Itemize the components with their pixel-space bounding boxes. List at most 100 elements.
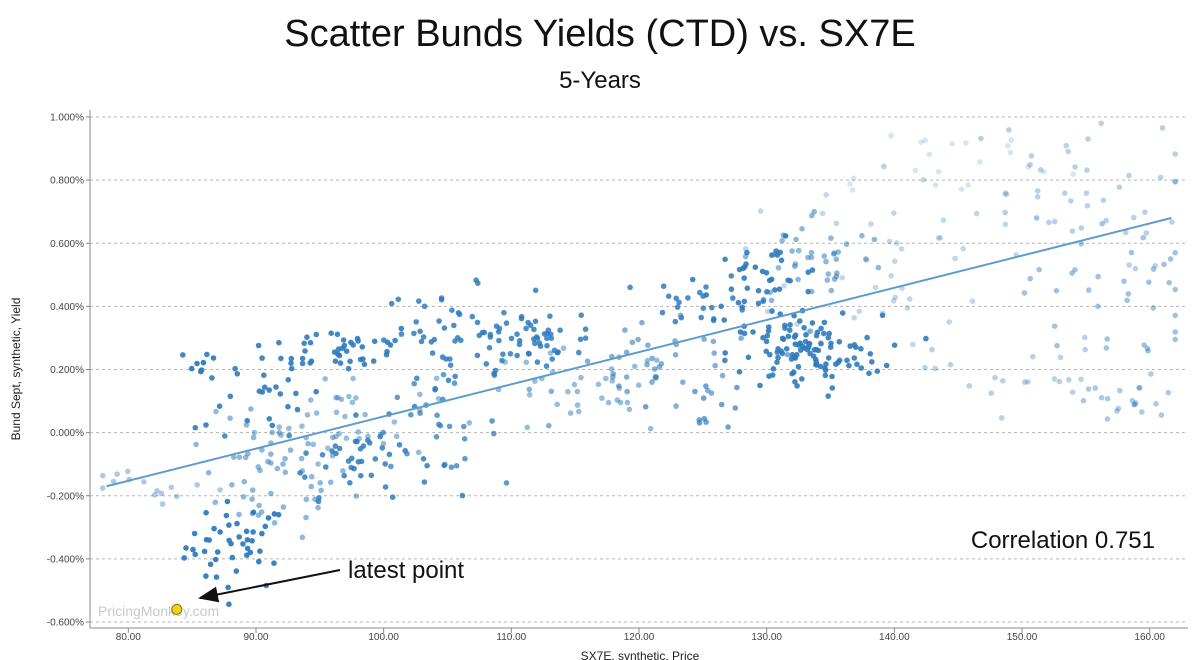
scatter-point [294,406,301,413]
scatter-point [1004,191,1010,198]
scatter-point [649,355,655,362]
scatter-point [799,343,806,350]
scatter-point [722,357,728,364]
scatter-point [734,384,740,391]
scatter-point [665,293,672,300]
scatter-point [822,367,829,373]
scatter-point [475,280,481,287]
scatter-point [574,402,581,408]
scatter-point [766,277,773,284]
scatter-point [421,303,428,310]
scatter-point [932,365,938,372]
scatter-point [308,483,315,490]
scatter-point [771,251,778,258]
scatter-point [340,468,346,474]
scatter-point [546,422,552,429]
scatter-point [627,284,633,291]
scatter-point [817,363,824,370]
scatter-point [918,139,924,145]
scatter-point [757,382,763,389]
scatter-point [880,310,886,316]
scatter-point [411,330,417,337]
scatter-point [250,434,257,441]
scatter-point [565,388,571,395]
scatter-point [1167,256,1174,262]
scatter-point [697,289,703,296]
scatter-point [298,455,305,462]
scatter-point [1095,273,1101,280]
scatter-point [384,348,390,355]
scatter-point [582,326,589,333]
scatter-point [858,346,864,352]
scatter-point [742,253,749,260]
scatter-point [336,445,343,452]
scatter-point [799,226,805,232]
scatter-point [851,355,858,361]
scatter-point [811,208,817,215]
scatter-point [849,187,856,193]
scatter-point [114,471,120,477]
scatter-point [358,472,364,479]
y-tick-label: 0.800% [50,176,84,187]
scatter-point [226,537,232,544]
scatter-point [1129,397,1136,404]
scatter-point [241,478,248,485]
scatter-point [508,335,515,342]
scatter-point [617,399,624,406]
scatter-point [672,318,679,325]
scatter-point [436,318,442,324]
scatter-point [278,355,284,362]
scatter-point [454,335,461,341]
scatter-point [659,309,666,316]
scatter-point [360,356,366,362]
scatter-point [886,238,893,245]
scatter-point [649,379,655,385]
scatter-point [226,522,232,528]
scatter-point [778,257,785,264]
scatter-point [728,273,735,279]
scatter-point [755,287,762,294]
scatter-point [268,490,274,497]
scatter-point [742,246,749,252]
scatter-point [332,443,339,449]
scatter-point [732,405,739,411]
scatter-point [1028,153,1035,159]
scatter-point [523,359,530,366]
scatter-point [1116,184,1123,190]
scatter-point [599,395,605,401]
scatter-point [534,359,541,365]
scatter-point [1034,188,1041,194]
scatter-point [1098,120,1104,127]
scatter-point [821,319,828,326]
scatter-point [243,528,250,535]
scatter-point [1152,263,1158,269]
scatter-point [100,485,106,492]
scatter-point [825,334,832,341]
scatter-point [1053,287,1060,294]
scatter-point [358,458,365,465]
scatter-point [1166,279,1172,286]
scatter-point [1080,397,1087,404]
scatter-point [645,342,651,349]
scatter-point [1115,405,1122,412]
scatter-point [651,366,658,372]
scatter-point [725,424,731,430]
scatter-point [455,310,462,316]
scatter-point [231,454,237,460]
scatter-point [935,235,942,241]
scatter-point [763,270,770,276]
scatter-point [789,248,795,254]
scatter-point [275,511,282,518]
scatter-point [719,372,726,379]
scatter-point [396,442,403,448]
scatter-point [722,350,728,356]
scatter-point [1072,164,1078,170]
scatter-point [676,299,682,306]
scatter-point [547,313,553,320]
scatter-point [259,355,265,361]
scatter-point [299,360,306,367]
scatter-point [763,338,770,345]
scatter-point [271,511,278,517]
scatter-point [487,331,494,338]
scatter-point [524,424,530,431]
